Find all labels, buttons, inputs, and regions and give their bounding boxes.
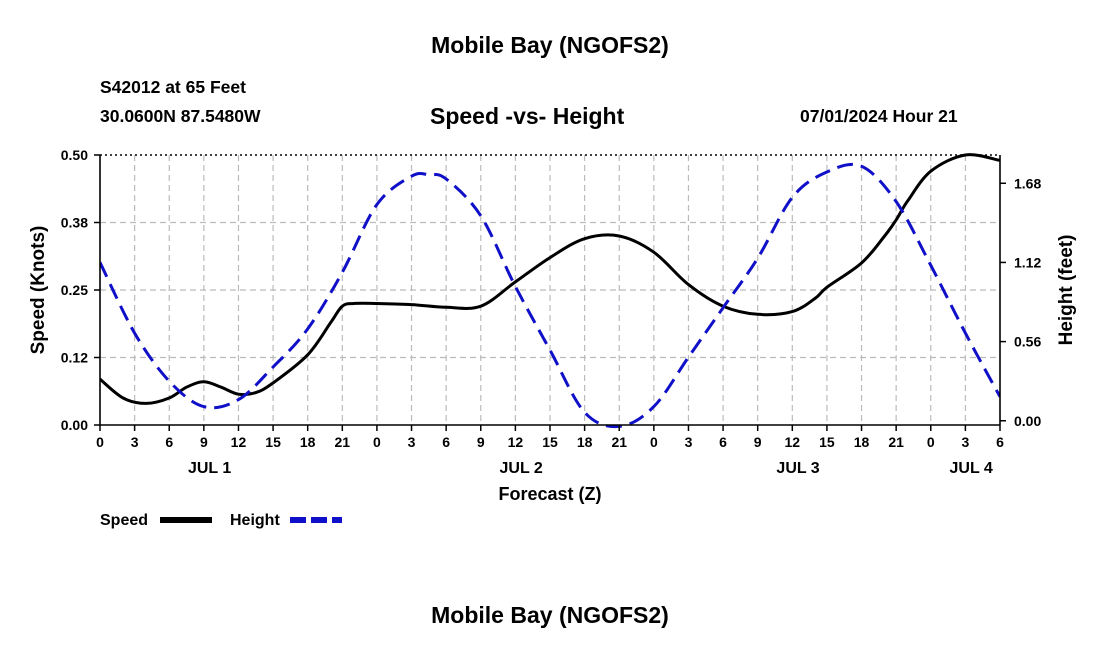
- x-tick-label: 12: [508, 434, 524, 450]
- x-tick-label: 15: [265, 434, 281, 450]
- x-tick-label: 3: [408, 434, 416, 450]
- y2-tick-label: 0.00: [1014, 413, 1041, 429]
- x-tick-label: 9: [477, 434, 485, 450]
- x-tick-label: 12: [231, 434, 247, 450]
- axes: [94, 154, 1006, 431]
- x-tick-label: 0: [650, 434, 658, 450]
- page-title: Mobile Bay (NGOFS2): [431, 32, 669, 58]
- x-tick-label: 21: [888, 434, 904, 450]
- legend-label-height: Height: [230, 512, 280, 529]
- chart-subtitle: Speed -vs- Height: [430, 103, 625, 129]
- x-tick-label: 0: [927, 434, 935, 450]
- x-tick-label: 0: [96, 434, 104, 450]
- y2-axis-title: Height (feet): [1056, 235, 1077, 346]
- station-label: S42012 at 65 Feet: [100, 77, 246, 97]
- series-lines: [100, 153, 1000, 429]
- x-tick-label: 21: [335, 434, 351, 450]
- x-tick-label: 9: [754, 434, 762, 450]
- date-label: JUL 4: [950, 460, 993, 477]
- y-tick-label: 0.25: [61, 282, 88, 298]
- y-tick-label: 0.50: [61, 147, 88, 163]
- x-tick-label: 9: [200, 434, 208, 450]
- x-tick-label: 12: [785, 434, 801, 450]
- y2-tick-label: 1.12: [1014, 254, 1041, 270]
- y-axis-title: Speed (Knots): [28, 226, 49, 355]
- date-label: JUL 3: [776, 460, 819, 477]
- x-tick-label: 18: [854, 434, 870, 450]
- axis-labels: 0 3 6 9 12 15 18 21 0 3 6 9 12 15 18 21 0 3 6 9 12 15 18 21 0 3 60…: [28, 147, 1077, 504]
- x-tick-label: 15: [542, 434, 558, 450]
- y-tick-label: 0.00: [61, 417, 88, 433]
- x-tick-label: 21: [611, 434, 627, 450]
- x-tick-label: 3: [131, 434, 139, 450]
- y2-tick-label: 1.68: [1014, 175, 1041, 191]
- y-tick-label: 0.38: [61, 215, 88, 231]
- x-tick-label: 6: [996, 434, 1004, 450]
- date-label: JUL 1: [188, 460, 231, 477]
- x-tick-label: 18: [577, 434, 593, 450]
- x-tick-label: 0: [373, 434, 381, 450]
- series-line-height: [100, 162, 1000, 429]
- legend-label-speed: Speed: [100, 512, 148, 529]
- x-axis-title: Forecast (Z): [498, 484, 601, 504]
- x-tick-label: 6: [442, 434, 450, 450]
- legend: Speed Height: [100, 512, 342, 529]
- timestamp-label: 07/01/2024 Hour 21: [800, 106, 958, 126]
- x-tick-label: 18: [300, 434, 316, 450]
- y-tick-label: 0.12: [61, 350, 88, 366]
- y2-tick-label: 0.56: [1014, 334, 1041, 350]
- grid-lines: [100, 155, 1000, 425]
- x-tick-label: 3: [961, 434, 969, 450]
- date-label: JUL 2: [500, 460, 543, 477]
- x-tick-label: 6: [719, 434, 727, 450]
- series-line-speed: [100, 153, 1000, 405]
- coordinates-label: 30.0600N 87.5480W: [100, 106, 261, 126]
- x-tick-label: 6: [165, 434, 173, 450]
- x-tick-label: 3: [685, 434, 693, 450]
- footer-title: Mobile Bay (NGOFS2): [431, 602, 669, 628]
- x-tick-label: 15: [819, 434, 835, 450]
